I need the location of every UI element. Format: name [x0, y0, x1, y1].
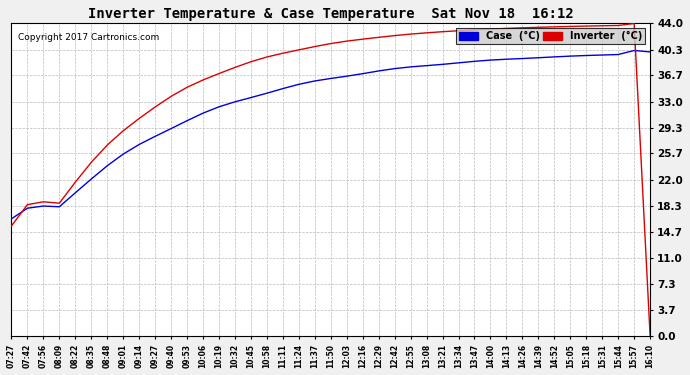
Title: Inverter Temperature & Case Temperature  Sat Nov 18  16:12: Inverter Temperature & Case Temperature …	[88, 7, 573, 21]
Text: Copyright 2017 Cartronics.com: Copyright 2017 Cartronics.com	[18, 33, 159, 42]
Legend: Case  (°C), Inverter  (°C): Case (°C), Inverter (°C)	[455, 28, 645, 44]
